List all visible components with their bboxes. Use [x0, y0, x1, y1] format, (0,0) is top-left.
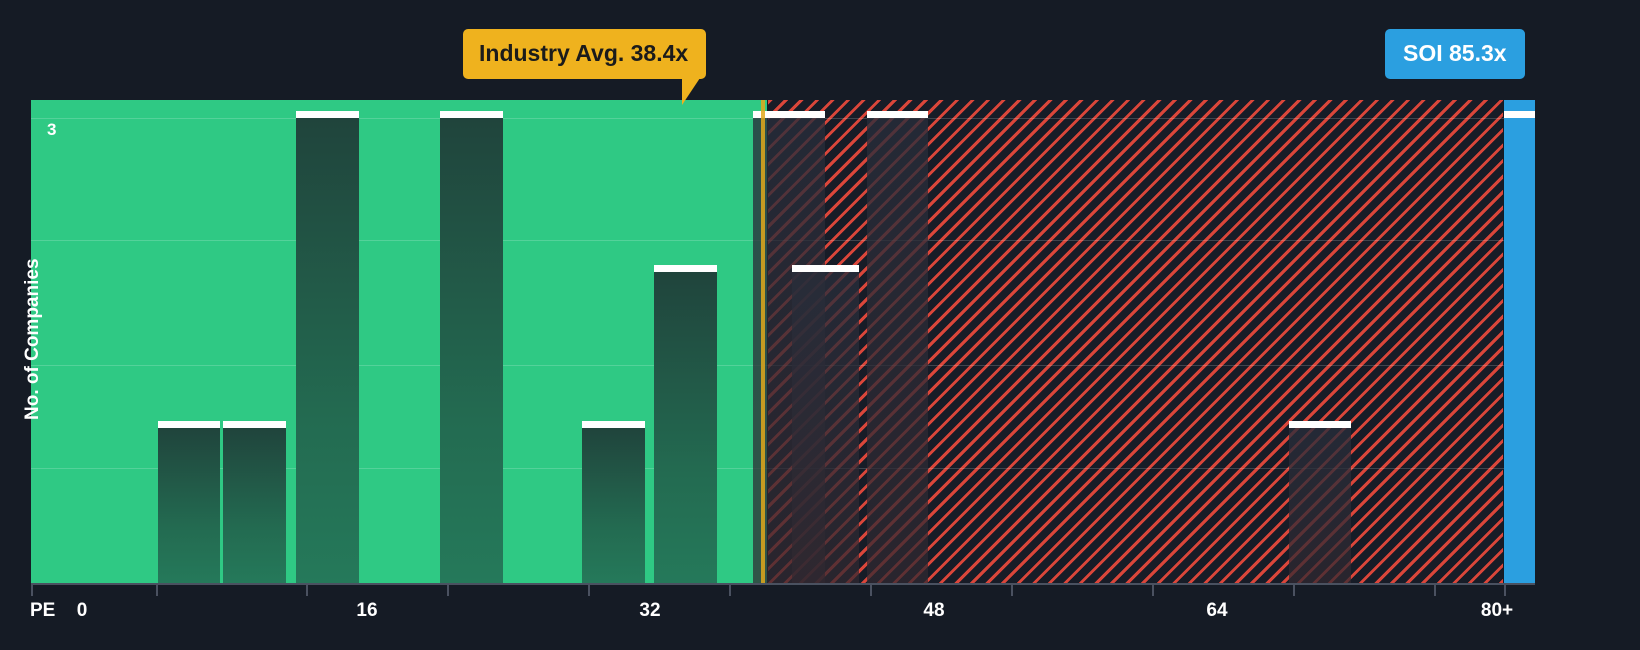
- company-pe-label: SOI 85.3x: [1403, 40, 1507, 66]
- bar-cap: [792, 265, 859, 272]
- bar-cap: [158, 421, 220, 428]
- bar-bin-44-48: [792, 265, 859, 583]
- x-tick: [729, 585, 731, 596]
- bar-cap: [867, 111, 928, 118]
- x-tick-label-32: 32: [639, 600, 661, 621]
- bar-cap: [1504, 111, 1535, 118]
- bar-cap: [1289, 421, 1351, 428]
- bar-cap: [223, 421, 286, 428]
- bar-cap: [440, 111, 503, 118]
- bar-cap: [296, 111, 359, 118]
- x-tick-label-0: 0: [76, 600, 88, 621]
- industry-average-line: [761, 100, 765, 583]
- bar-bin-32-36: [582, 421, 645, 583]
- bar-cap: [753, 111, 825, 118]
- bar-bin-20-24: [440, 111, 503, 583]
- x-tick: [1434, 585, 1436, 596]
- y-tick-label-3: 3: [47, 120, 57, 139]
- x-tick: [588, 585, 590, 596]
- x-axis-name: PE: [30, 600, 56, 621]
- x-tick: [156, 585, 158, 596]
- bar-bin-36-40: [654, 265, 717, 583]
- x-tick-label-64: 64: [1206, 600, 1228, 621]
- x-tick: [1293, 585, 1295, 596]
- bar-bin-68-72: [1289, 421, 1351, 583]
- bar-cap: [582, 421, 645, 428]
- x-tick-label-48: 48: [923, 600, 945, 621]
- tooltip-tail-icon: [682, 75, 703, 105]
- plot-area: [31, 100, 1535, 583]
- x-tick: [1011, 585, 1013, 596]
- bar-bin-4-8: [158, 421, 220, 583]
- x-tick-label-80: 80+: [1480, 600, 1514, 621]
- bar-bin-12-16: [296, 111, 359, 583]
- industry-average-label: Industry Avg. 38.4x: [479, 40, 689, 66]
- x-tick-label-16: 16: [356, 600, 378, 621]
- bar-cap: [654, 265, 717, 272]
- bar-bin-48-52: [867, 111, 928, 583]
- company-pe-badge[interactable]: SOI 85.3x: [1385, 29, 1525, 79]
- x-tick: [306, 585, 308, 596]
- x-axis-line: [31, 583, 1535, 585]
- industry-average-tooltip[interactable]: Industry Avg. 38.4x: [463, 29, 707, 105]
- bar-bin-80-plus: [1504, 111, 1535, 583]
- bar-bin-8-12: [223, 421, 286, 583]
- x-tick: [31, 585, 33, 596]
- x-tick: [1504, 585, 1506, 596]
- x-tick: [447, 585, 449, 596]
- x-tick: [1152, 585, 1154, 596]
- x-tick: [870, 585, 872, 596]
- y-axis-title: No. of Companies: [22, 258, 43, 420]
